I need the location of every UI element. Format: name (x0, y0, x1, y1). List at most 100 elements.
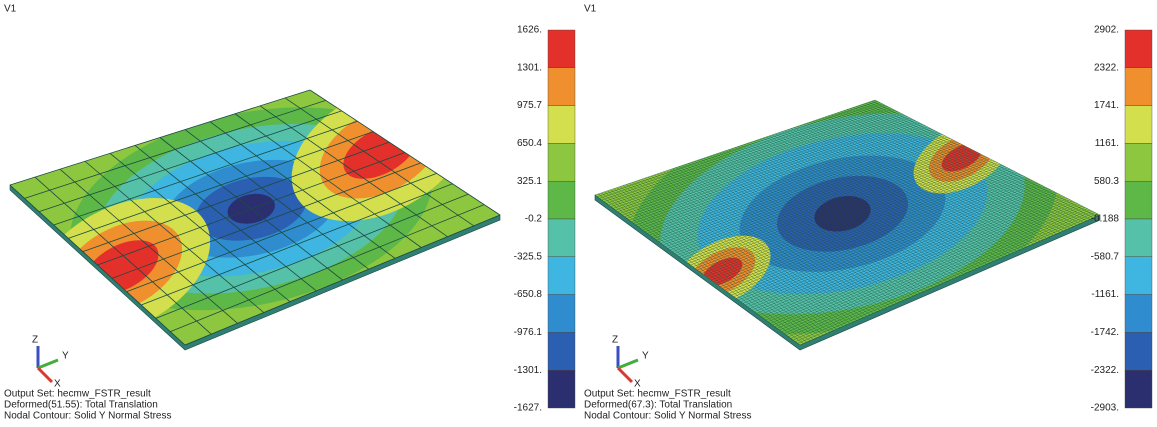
info-line: Deformed(67.3): Total Translation (584, 400, 732, 411)
legend-label: 1741. (1094, 100, 1119, 111)
hot-spot (702, 257, 743, 286)
legend-label: -0.2 (525, 214, 543, 225)
axis-x (616, 366, 634, 384)
legend-band (1124, 256, 1153, 295)
legend-label: 1301. (517, 62, 542, 73)
axis-label: X (634, 379, 641, 390)
info-line: Deformed(51.55): Total Translation (4, 400, 158, 411)
mesh-line (772, 199, 1071, 326)
axis-x (36, 366, 54, 384)
mesh-line (862, 104, 1087, 221)
legend-band (547, 143, 576, 182)
legend-label: 2322. (1094, 62, 1119, 73)
mesh-line (859, 105, 1084, 223)
mesh-line (850, 108, 1074, 227)
axis-label: Y (62, 351, 69, 362)
info-line: Nodal Contour: Solid Y Normal Stress (4, 411, 172, 422)
mesh-line (765, 195, 1063, 321)
legend-label: 650.4 (517, 138, 542, 149)
legend-label: -2322. (1091, 365, 1119, 376)
legend-label: 1626. (517, 25, 542, 36)
legend-band (547, 29, 576, 68)
mesh-line (853, 107, 1077, 226)
legend-band (1124, 218, 1153, 257)
mesh-line (831, 114, 1054, 236)
legend-label: 580.3 (1094, 176, 1119, 187)
legend-band (547, 67, 576, 106)
legend-band (1124, 105, 1153, 144)
panel: V1 2902. 2322. 1741. 1161. 580.3 -0.188 -580.7 -… (584, 4, 1153, 422)
mesh-line (184, 214, 501, 346)
mesh-line (868, 101, 1094, 219)
mesh-line (768, 196, 1066, 322)
mesh-line (788, 208, 1088, 337)
mesh (594, 99, 1101, 346)
mesh-line (871, 100, 1097, 217)
mesh-line (843, 110, 1067, 230)
view-label: V1 (584, 4, 597, 15)
legend-label: -325.5 (514, 251, 543, 262)
mesh-line (837, 112, 1061, 233)
info-line: Output Set: hecmw_FSTR_result (584, 389, 731, 400)
mesh-line (856, 106, 1081, 224)
mesh-line (786, 207, 1086, 336)
mesh-line (774, 200, 1073, 327)
axis-label: Z (612, 335, 618, 346)
legend-band (1124, 29, 1153, 68)
mesh-line (777, 202, 1076, 329)
legend-band (547, 105, 576, 144)
legend-band (547, 180, 576, 220)
info-line: Output Set: hecmw_FSTR_result (4, 389, 151, 400)
legend-label: 2902. (1094, 25, 1119, 36)
axis-label: Z (32, 335, 38, 346)
legend-label: -650.8 (514, 289, 543, 300)
legend-label: -580.7 (1091, 251, 1120, 262)
mesh-line (284, 97, 474, 227)
legend-band (1124, 294, 1153, 333)
legend-label: -1742. (1091, 327, 1119, 338)
legend-label: 1161. (1095, 138, 1119, 149)
mesh-line (865, 103, 1091, 220)
axis-y (37, 358, 59, 370)
mesh-line (834, 113, 1057, 234)
mesh-line (793, 211, 1093, 341)
legend-band (1124, 67, 1153, 106)
axis-label: X (54, 379, 61, 390)
mesh-line (781, 204, 1081, 332)
legend-band (547, 332, 576, 371)
legend-band (1124, 180, 1153, 220)
info-line: Nodal Contour: Solid Y Normal Stress (584, 411, 752, 422)
mesh-line (799, 214, 1101, 346)
axis-y (617, 358, 639, 370)
mesh-line (779, 203, 1078, 331)
mesh-line (770, 198, 1068, 324)
legend-label: -1161. (1091, 289, 1119, 300)
legend-band (547, 218, 576, 257)
panel: V1 1626. 1301. 975.7 650.4 325.1 -0.2 -325.5 -65… (4, 4, 576, 422)
mesh-line (309, 89, 501, 216)
mesh-line (840, 111, 1064, 232)
legend-label: -2903. (1091, 403, 1119, 414)
legend-band (1124, 370, 1153, 409)
legend-label: -1301. (514, 365, 542, 376)
legend-band (547, 256, 576, 295)
legend-band (547, 294, 576, 333)
axis-label: Y (642, 351, 649, 362)
legend-label: -976.1 (514, 327, 543, 338)
legend-band (1124, 143, 1153, 182)
mesh-line (170, 204, 485, 333)
view-label: V1 (4, 4, 17, 15)
mesh (9, 89, 501, 346)
legend-label: -0.188 (1091, 214, 1120, 225)
mesh-line (846, 109, 1071, 229)
legend-label: -1627. (514, 403, 542, 414)
mesh-line (790, 209, 1091, 339)
legend-label: 325.1 (517, 176, 542, 187)
mesh-line (155, 193, 469, 319)
legend-band (547, 370, 576, 409)
mesh-line (795, 212, 1096, 342)
legend-band (1124, 332, 1153, 371)
legend-label: 975.7 (517, 100, 542, 111)
mesh-line (783, 205, 1083, 334)
